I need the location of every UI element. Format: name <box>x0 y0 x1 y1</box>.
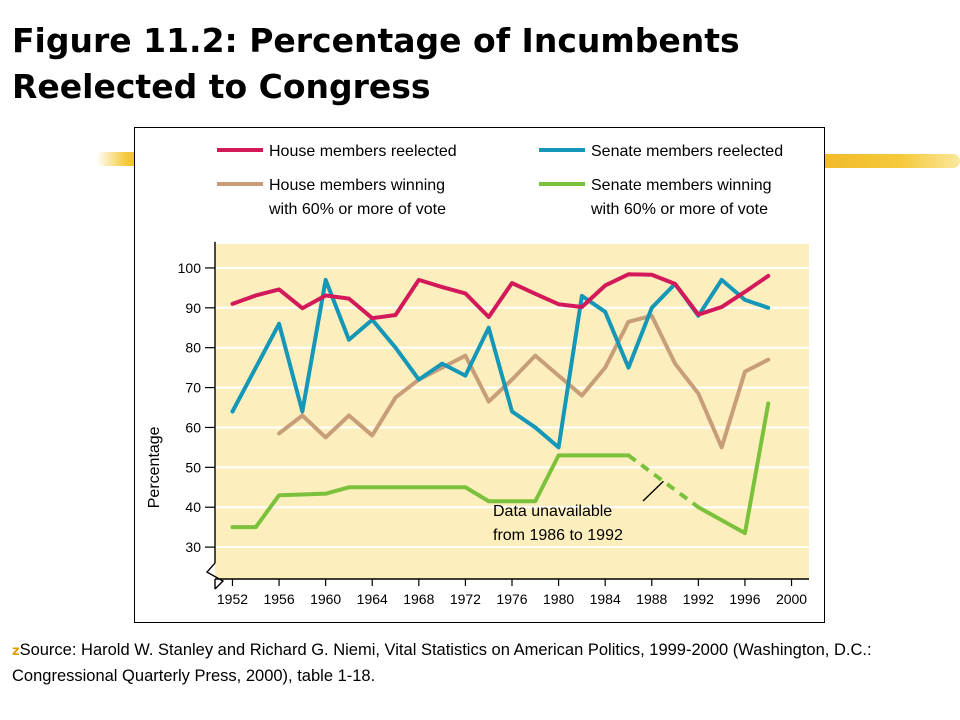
legend-series-2-label: Senate members reelected <box>591 143 783 160</box>
bullet-icon: z <box>12 644 20 659</box>
series-4-line-tail <box>696 401 771 536</box>
x-tick-label-1968: 1968 <box>403 591 434 607</box>
series-3-line <box>277 313 771 450</box>
legend-series-4-label: Senate members winning <box>591 177 772 194</box>
x-tick-label-1964: 1964 <box>357 591 388 607</box>
annotation-line1: Data unavailable <box>493 503 612 520</box>
y-tick-label-100: 100 <box>178 260 202 276</box>
slide-title-line2: Reelected to Congress <box>12 67 431 106</box>
decorative-brush-stroke-left <box>96 152 146 166</box>
y-tick-label-60: 60 <box>185 419 201 435</box>
y-tick-label-30: 30 <box>185 539 201 555</box>
x-tick-label-1952: 1952 <box>217 591 248 607</box>
x-tick-label-2000: 2000 <box>776 591 807 607</box>
annotation-line2: from 1986 to 1992 <box>493 527 623 544</box>
y-tick-label-50: 50 <box>185 459 201 475</box>
legend-series-3-label: House members winning <box>269 177 445 194</box>
y-axis-break <box>205 562 225 590</box>
legend-series-4-label-line2: with 60% or more of vote <box>590 201 768 218</box>
slide-title-line1: Figure 11.2: Percentage of Incumbents <box>12 21 740 60</box>
y-tick-label-70: 70 <box>185 380 201 396</box>
x-tick-label-1972: 1972 <box>450 591 481 607</box>
y-tick-label-90: 90 <box>185 300 201 316</box>
x-tick-label-1988: 1988 <box>636 591 667 607</box>
legend-series-1-label: House members reelected <box>269 143 457 160</box>
y-tick-label-40: 40 <box>185 499 201 515</box>
legend-series-3-label-line2: with 60% or more of vote <box>268 201 446 218</box>
x-tick-label-1992: 1992 <box>683 591 714 607</box>
series-4-dashed-gap-line <box>627 453 700 509</box>
x-tick-label-1976: 1976 <box>496 591 527 607</box>
y-tick-label-80: 80 <box>185 340 201 356</box>
x-tick-label-1980: 1980 <box>543 591 574 607</box>
slide-title: Figure 11.2: Percentage of Incumbents Re… <box>12 18 942 110</box>
series-1-line <box>230 272 771 321</box>
figure-frame: 30 40 50 60 70 80 90 100 Percentage 1952 1956 1960 1… <box>134 127 825 623</box>
annotation-pointer <box>642 480 664 502</box>
line-chart: 30 40 50 60 70 80 90 100 Percentage 1952 1956 1960 1… <box>146 143 809 607</box>
series-4-line <box>230 453 631 530</box>
y-axis-label: Percentage <box>146 426 163 508</box>
source-text: Source: Harold W. Stanley and Richard G.… <box>12 641 872 685</box>
decorative-brush-stroke-right <box>812 154 960 168</box>
x-tick-label-1996: 1996 <box>729 591 760 607</box>
x-tick-label-1960: 1960 <box>310 591 341 607</box>
source-citation: zSource: Harold W. Stanley and Richard G… <box>12 638 952 688</box>
x-tick-label-1984: 1984 <box>590 591 621 607</box>
x-tick-label-1956: 1956 <box>263 591 294 607</box>
